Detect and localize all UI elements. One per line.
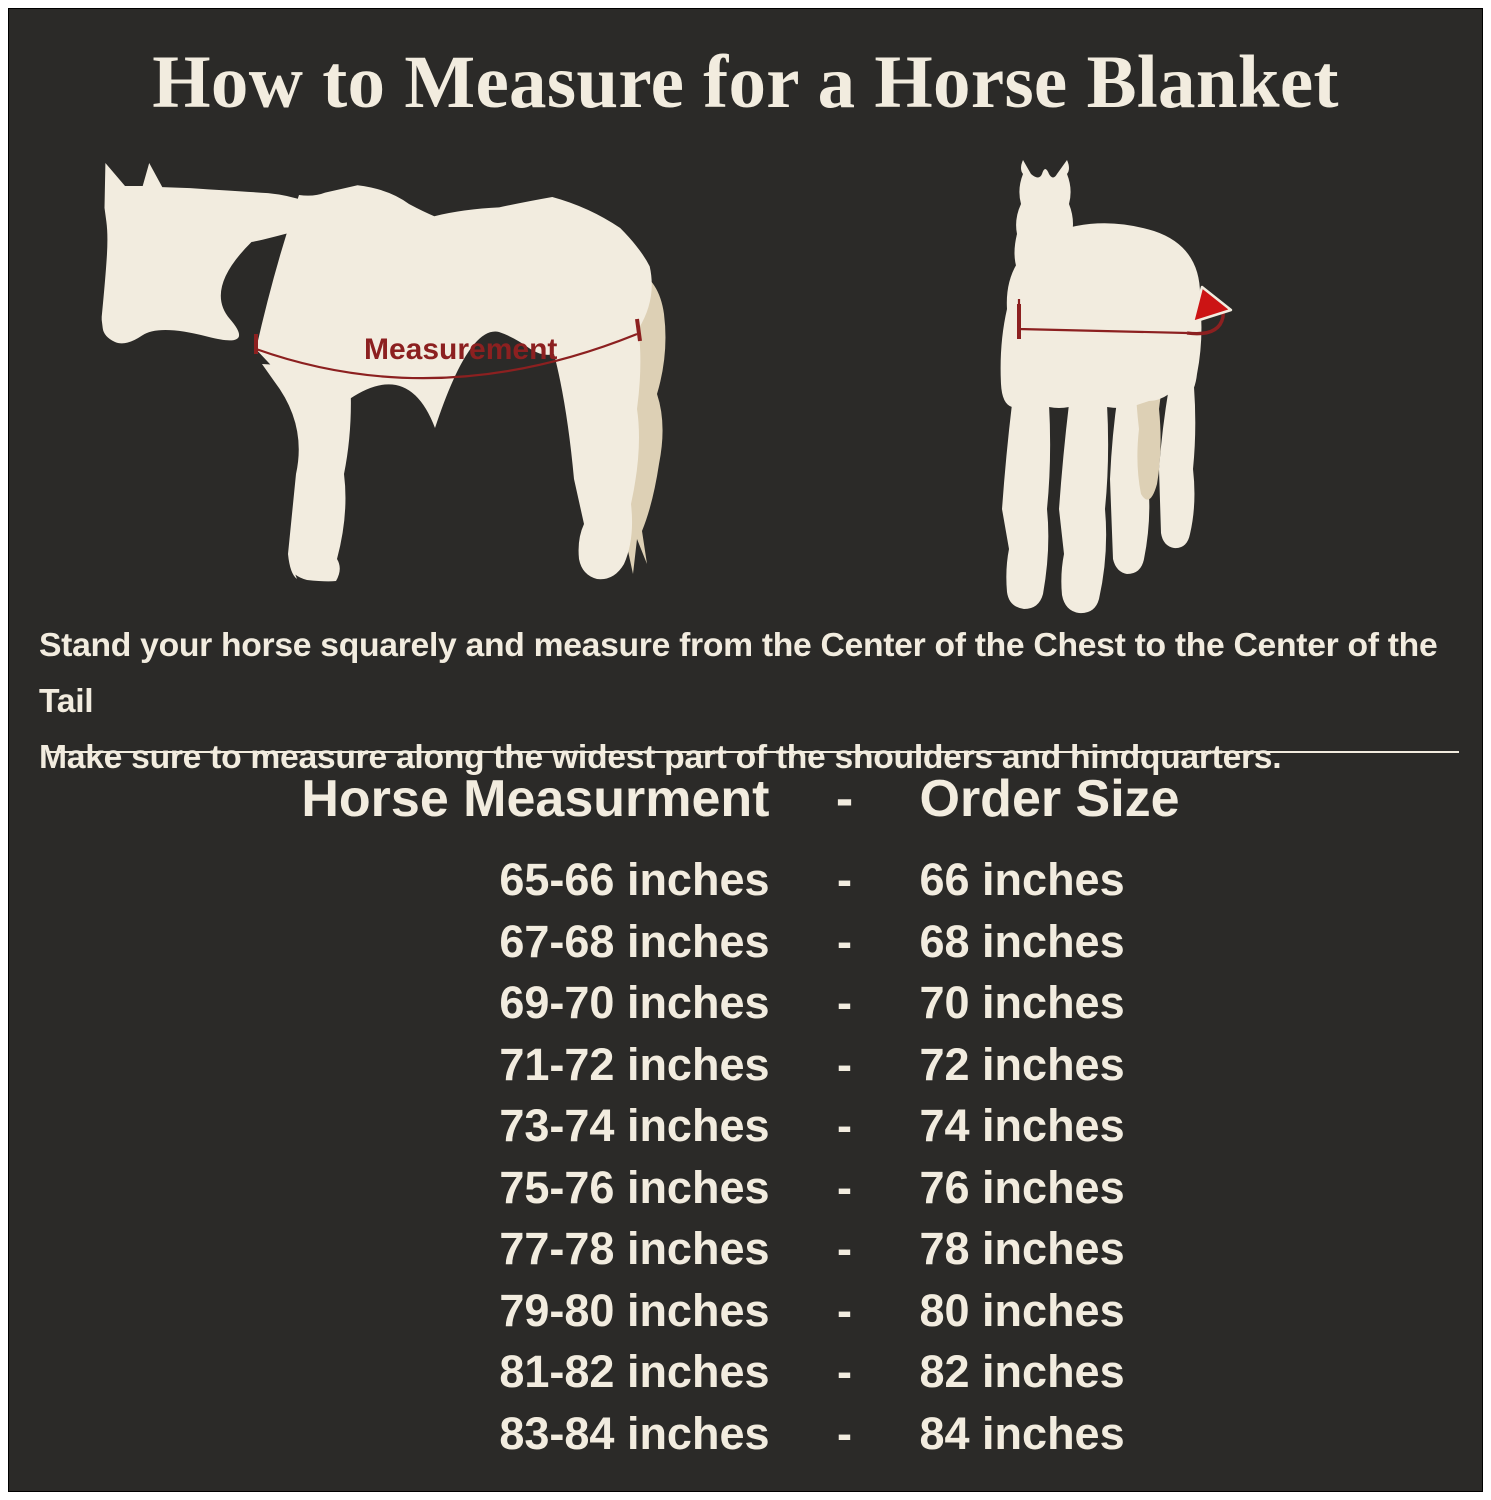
svg-text:Measurement: Measurement [364, 333, 557, 366]
